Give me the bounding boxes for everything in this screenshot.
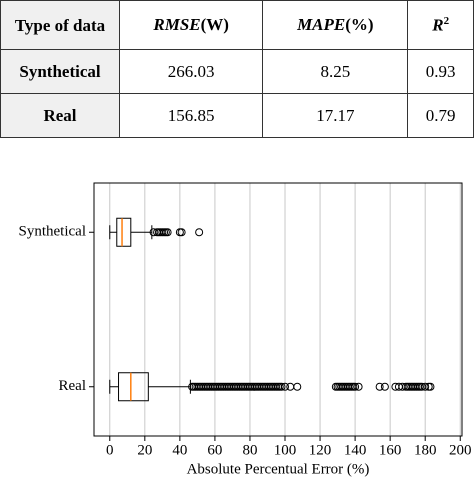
- outlier: [163, 228, 172, 237]
- cell: Synthetical: [0, 49, 120, 94]
- header-cell: Type of data: [0, 0, 120, 50]
- header-text: RMSE: [153, 15, 201, 34]
- row: Real 156.85 17.17 0.79: [0, 93, 474, 138]
- y-tick-label: Real: [59, 378, 87, 394]
- outlier: [286, 382, 295, 391]
- chart: Absolute Percentual Error (%) 0 20 40 60 80 1…: [19, 182, 472, 477]
- header-text: R: [432, 15, 444, 35]
- cell: 156.85: [118, 93, 264, 138]
- header-unit: (W): [200, 15, 229, 34]
- x-tick-label: 140: [344, 442, 367, 458]
- box: [116, 217, 132, 247]
- header-text: Type of data: [14, 15, 106, 35]
- x-tick-label: 120: [309, 442, 332, 458]
- outlier: [380, 382, 389, 391]
- header-unit: (%): [345, 15, 374, 34]
- header-cell: R2: [407, 0, 474, 50]
- x-tick-label: 20: [137, 442, 152, 458]
- cell: 266.03: [118, 49, 264, 94]
- row: Synthetical 266.03 8.25 0.93: [0, 49, 474, 94]
- header-row: Type of data RMSE(W) MAPE(%) R2: [0, 0, 474, 50]
- x-tick-label: 100: [274, 442, 297, 458]
- outlier: [195, 228, 204, 237]
- x-axis-title: Absolute Percentual Error (%): [187, 461, 370, 477]
- outlier: [177, 228, 186, 237]
- cell: Real: [0, 93, 120, 138]
- y-tick-label: Synthetical: [19, 224, 87, 240]
- x-tick-label: 0: [106, 442, 114, 458]
- header-cell: RMSE(W): [118, 0, 264, 50]
- results-table: Type of data RMSE(W) MAPE(%) R2 Syntheti…: [0, 0, 474, 138]
- header-cell: MAPE(%): [262, 0, 409, 50]
- outlier: [293, 382, 302, 391]
- cell: 17.17: [262, 93, 409, 138]
- x-tick-label: 80: [242, 442, 257, 458]
- outlier: [354, 382, 363, 391]
- outlier: [375, 382, 384, 391]
- outlier: [281, 382, 290, 391]
- x-tick-label: 160: [379, 442, 402, 458]
- x-tick-label: 40: [172, 442, 187, 458]
- box: [118, 372, 149, 402]
- plot-frame: [93, 182, 463, 437]
- x-tick-label: 180: [414, 442, 437, 458]
- outlier: [426, 382, 435, 391]
- outlier: [277, 382, 286, 391]
- outlier: [351, 382, 360, 391]
- x-tick-label: 60: [207, 442, 222, 458]
- cell: 0.93: [407, 49, 474, 94]
- outlier: [421, 382, 430, 391]
- cell: 8.25: [262, 49, 409, 94]
- header-sup: 2: [443, 14, 450, 27]
- header-text: MAPE: [297, 15, 346, 34]
- x-tick-label: 200: [449, 442, 472, 458]
- cell: 0.79: [407, 93, 474, 138]
